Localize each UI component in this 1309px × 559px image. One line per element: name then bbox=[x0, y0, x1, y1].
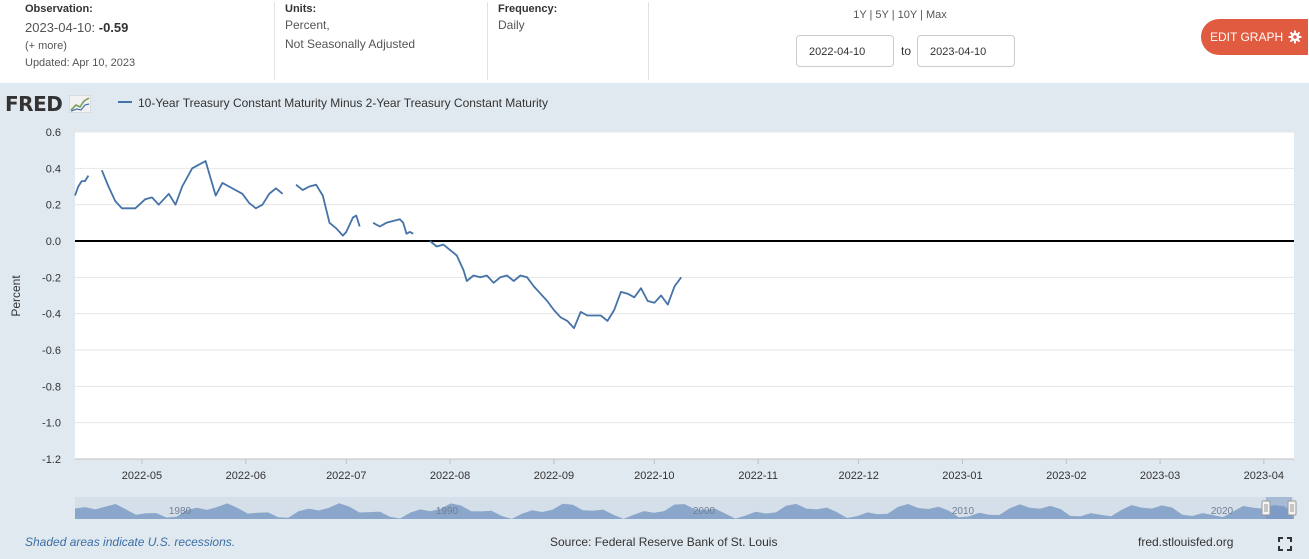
y-tick-label: 0.2 bbox=[46, 200, 61, 212]
y-tick-label: -0.4 bbox=[42, 309, 61, 321]
y-tick-label: 0.4 bbox=[46, 163, 61, 175]
header-divider bbox=[487, 2, 488, 80]
navigator-area bbox=[75, 503, 1294, 519]
y-axis-title: Percent bbox=[9, 275, 23, 317]
units-value-line2: Not Seasonally Adjusted bbox=[285, 37, 416, 51]
range-links[interactable]: 1Y | 5Y | 10Y | Max bbox=[853, 9, 947, 21]
header-divider bbox=[648, 2, 649, 80]
x-tick-label: 2023-04 bbox=[1244, 470, 1284, 482]
x-axis: 2022-05 2022-06 2022-07 2022-08 2022-09 2022-… bbox=[75, 458, 1294, 482]
series-lines bbox=[74, 160, 682, 330]
edit-graph-label: EDIT GRAPH bbox=[1210, 30, 1284, 44]
observation-date: 2023-04-10: bbox=[25, 20, 96, 35]
x-tick-label: 2022-12 bbox=[838, 470, 878, 482]
y-axis: 0.6 0.4 0.2 0.0 -0.2 -0.4 -0.6 -0.8 -1.0 -1.2 bbox=[42, 127, 61, 466]
x-tick-label: 2022-10 bbox=[634, 470, 674, 482]
observation-number: -0.59 bbox=[98, 20, 129, 35]
plot-background bbox=[75, 132, 1294, 459]
y-tick-label: -1.0 bbox=[42, 418, 61, 430]
navigator-handle[interactable] bbox=[1287, 500, 1297, 516]
observation-value: 2023-04-10: -0.59 bbox=[25, 20, 128, 35]
frequency-value: Daily bbox=[498, 18, 525, 32]
source-text: Source: Federal Reserve Bank of St. Loui… bbox=[550, 535, 778, 549]
x-tick-label: 2022-07 bbox=[326, 470, 366, 482]
observation-updated: Updated: Apr 10, 2023 bbox=[25, 57, 136, 69]
gear-icon bbox=[1288, 30, 1302, 44]
x-tick-label: 2022-05 bbox=[122, 470, 162, 482]
x-tick-label: 2023-02 bbox=[1046, 470, 1086, 482]
legend-label: 10-Year Treasury Constant Maturity Minus… bbox=[138, 96, 548, 110]
series-line bbox=[100, 160, 284, 210]
edit-graph-button[interactable]: EDIT GRAPH bbox=[1201, 19, 1308, 55]
observation-label: Observation: bbox=[25, 3, 93, 15]
navigator-label: 1990 bbox=[436, 506, 459, 517]
header-divider bbox=[274, 2, 275, 80]
units-label: Units: bbox=[285, 3, 317, 15]
recession-note: Shaded areas indicate U.S. recessions. bbox=[25, 535, 236, 549]
fred-logo-text: FRED bbox=[5, 92, 63, 116]
navigator-label: 2010 bbox=[952, 506, 975, 517]
navigator-label: 1980 bbox=[169, 506, 192, 517]
date-to-input[interactable]: 2023-04-10 bbox=[917, 35, 1015, 67]
legend-swatch bbox=[118, 101, 132, 103]
header-bar: Observation: 2023-04-10: -0.59 (+ more) … bbox=[0, 0, 1309, 83]
y-tick-label: 0.6 bbox=[46, 127, 61, 139]
frequency-label: Frequency: bbox=[498, 3, 558, 15]
navigator[interactable]: 1980 1990 2000 2010 2020 bbox=[75, 497, 1297, 519]
series-line bbox=[295, 183, 361, 237]
x-tick-label: 2022-08 bbox=[430, 470, 470, 482]
navigator-label: 2020 bbox=[1211, 506, 1234, 517]
fred-url-link[interactable]: fred.stlouisfed.org bbox=[1138, 535, 1234, 549]
date-to-label: to bbox=[901, 44, 912, 58]
date-from-input[interactable]: 2022-04-10 bbox=[796, 35, 894, 67]
observation-more-link[interactable]: (+ more) bbox=[25, 40, 67, 52]
units-value-line1: Percent, bbox=[285, 18, 330, 32]
y-tick-label: -0.6 bbox=[42, 345, 61, 357]
y-tick-label: -0.2 bbox=[42, 272, 61, 284]
y-tick-label: -1.2 bbox=[42, 454, 61, 466]
x-tick-label: 2022-11 bbox=[738, 470, 778, 482]
fred-logo: FRED bbox=[5, 92, 92, 116]
x-tick-label: 2022-06 bbox=[226, 470, 266, 482]
fullscreen-icon[interactable] bbox=[1278, 537, 1292, 551]
navigator-handle[interactable] bbox=[1261, 500, 1271, 516]
series-line bbox=[372, 218, 414, 235]
x-tick-label: 2022-09 bbox=[534, 470, 574, 482]
fred-chart-icon bbox=[68, 94, 92, 114]
y-tick-label: -0.8 bbox=[42, 381, 61, 393]
series-line bbox=[74, 175, 90, 196]
navigator-label: 2000 bbox=[693, 506, 716, 517]
y-tick-label: 0.0 bbox=[46, 236, 61, 248]
navigator-selection[interactable] bbox=[1266, 497, 1292, 519]
series-line bbox=[429, 240, 682, 330]
series-legend[interactable]: 10-Year Treasury Constant Maturity Minus… bbox=[118, 96, 548, 110]
x-tick-label: 2023-03 bbox=[1140, 470, 1180, 482]
x-tick-label: 2023-01 bbox=[942, 470, 982, 482]
